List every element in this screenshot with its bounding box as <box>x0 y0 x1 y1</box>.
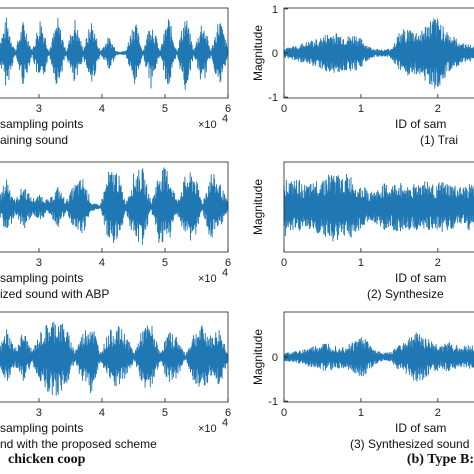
axes-frame <box>0 311 229 403</box>
y-axis-label: Magnitude <box>251 179 265 235</box>
waveform-series <box>0 17 229 90</box>
waveform-series <box>283 173 474 242</box>
subplot-caption: (3) Synthesized sound <box>350 437 469 451</box>
chart-panel-3: 3 4 5 6 sampling points ×10 4 nd with the propo… <box>0 311 231 451</box>
subplot-caption: ized sound with ABP <box>0 287 109 301</box>
x-tick-label: 5 <box>162 103 168 115</box>
x-exponent-label: ×10 <box>198 119 217 131</box>
subplot-caption: (1) Trai <box>420 133 458 147</box>
x-axis-label: sampling points <box>0 117 83 131</box>
subplot-caption: nd with the proposed scheme <box>0 437 157 451</box>
x-tick-label: 2 <box>435 103 441 115</box>
x-tick-label: 4 <box>99 257 105 269</box>
right-group-title: (b) Type B: <box>407 452 474 467</box>
x-tick-label: 6 <box>225 103 231 115</box>
y-tick-label: 1 <box>272 4 278 16</box>
x-tick-label: 5 <box>162 407 168 419</box>
x-tick-label: 2 <box>435 407 441 419</box>
x-tick-label: 3 <box>36 407 42 419</box>
y-axis-label: Magnitude <box>251 25 265 81</box>
x-tick-label: 1 <box>358 103 364 115</box>
waveform-series <box>0 321 229 396</box>
x-axis-label: ID of sam <box>395 421 446 435</box>
axes-frame <box>0 161 229 253</box>
x-tick-label: 0 <box>281 103 287 115</box>
x-exponent-label: ×10 <box>198 273 217 285</box>
x-tick-label: 2 <box>435 257 441 269</box>
x-tick-label: 0 <box>281 257 287 269</box>
x-exponent-label: ×10 <box>198 423 217 435</box>
y-tick-label: -1 <box>268 92 278 104</box>
x-tick-label: 4 <box>99 407 105 419</box>
x-tick-label: 6 <box>225 257 231 269</box>
y-tick-label: 0 <box>272 48 278 60</box>
subplot-caption: (2) Synthesize <box>367 287 444 301</box>
axes-frame <box>0 7 229 99</box>
y-axis-label: Magnitude <box>251 329 265 385</box>
x-tick-label: 3 <box>36 103 42 115</box>
chart-panel-5: 0 1 2 ID of sam Magnitude (2) Synthesize <box>251 161 474 301</box>
x-exponent-power: 4 <box>222 417 228 429</box>
x-tick-label: 6 <box>225 407 231 419</box>
x-axis-label: ID of sam <box>395 117 446 131</box>
x-tick-label: 1 <box>358 257 364 269</box>
x-axis-label: sampling points <box>0 421 83 435</box>
waveform-series <box>0 167 229 245</box>
x-tick-label: 0 <box>281 407 287 419</box>
x-tick-label: 3 <box>36 257 42 269</box>
waveform-series <box>283 18 474 89</box>
x-exponent-power: 4 <box>222 113 228 125</box>
x-tick-label: 5 <box>162 257 168 269</box>
y-tick-label: -1 <box>268 396 278 408</box>
chart-panel-2: 3 4 5 6 sampling points ×10 4 ized sound with A… <box>0 161 231 301</box>
y-tick-label: 0 <box>272 352 278 364</box>
chart-panel-1: 3 4 5 6 sampling points ×10 4 aining sound <box>0 7 231 147</box>
x-tick-label: 1 <box>358 407 364 419</box>
left-group-title: chicken coop <box>8 452 86 467</box>
x-exponent-power: 4 <box>222 267 228 279</box>
x-axis-label: sampling points <box>0 271 83 285</box>
subplot-caption: aining sound <box>0 133 68 147</box>
x-axis-label: ID of sam <box>395 271 446 285</box>
x-tick-label: 4 <box>99 103 105 115</box>
axes-frame <box>283 161 474 253</box>
